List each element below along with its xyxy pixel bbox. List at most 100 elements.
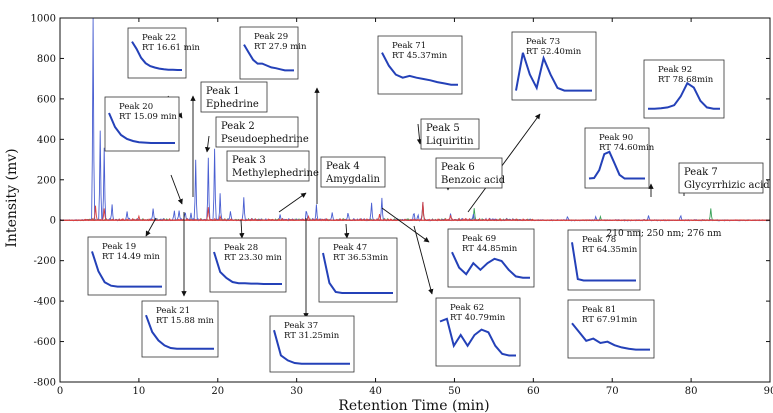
peak-inset-rt: RT 36.53min	[333, 253, 389, 263]
peak-inset-title: Peak 71	[392, 41, 426, 51]
compound-label-text: Peak 4	[326, 161, 360, 172]
y-tick-label: 0	[50, 216, 56, 227]
peak-inset-rt: RT 67.91min	[582, 315, 638, 325]
peak-inset-box	[567, 299, 655, 359]
peak-inset-title: Peak 73	[526, 37, 560, 47]
compound-label-text: Liquiritin	[426, 136, 474, 147]
compound-label-box	[215, 116, 299, 148]
compound-label-text: Peak 5	[426, 123, 460, 134]
x-tick-label: 80	[685, 386, 698, 397]
peak-inset-title: Peak 81	[582, 305, 616, 315]
peak-inset-box	[511, 31, 597, 101]
compound-label: Peak 3 Methylephedrine	[226, 150, 319, 182]
peak-inset-title: Peak 37	[284, 321, 318, 331]
peak-inset-trace	[515, 52, 592, 92]
peak-inset-rt: RT 15.88 min	[156, 316, 214, 326]
annotation-arrow	[170, 174, 183, 205]
compound-label-text: Peak 7	[684, 167, 718, 178]
y-tick-label: 800	[37, 54, 56, 65]
y-tick-label: 1000	[31, 14, 56, 25]
compound-label-text: Peak 6	[441, 162, 475, 173]
compound-label: Peak 5 Liquiritin	[420, 118, 480, 150]
peak-inset-trace	[273, 329, 350, 365]
compound-label-text: Peak 3	[232, 155, 266, 166]
peak-inset-trace	[439, 317, 516, 357]
peak-inset-box	[318, 237, 398, 303]
peak-inset-rt: RT 27.9 min	[254, 42, 307, 52]
x-tick-label: 90	[764, 386, 773, 397]
compound-label: Peak 7 Glycyrrhizic acid	[678, 162, 770, 194]
peak-inset-rt: RT 31.25min	[284, 331, 340, 341]
peak-inset-trace	[451, 251, 530, 279]
x-tick-label: 40	[369, 386, 382, 397]
peak-inset-trace	[588, 150, 645, 180]
peak-inset-rt: RT 52.40min	[526, 47, 582, 57]
peak-inset-title: Peak 28	[224, 243, 258, 253]
compound-label-box	[200, 81, 268, 113]
peak-inset-box	[141, 300, 219, 358]
chart-axes: 0 10 20 30 40 50 60 70 80 90 -800 -600 -400 -200 0 200 4…	[31, 14, 773, 398]
y-tick-label: 600	[37, 94, 56, 105]
peak-inset-rt: RT 40.79min	[450, 313, 506, 323]
y-tick-label: 200	[37, 175, 56, 186]
compound-label-box	[678, 162, 764, 194]
compound-label-box	[320, 156, 386, 188]
compound-label-text: Benzoic acid	[441, 175, 506, 186]
compound-label: Peak 1 Ephedrine	[200, 81, 268, 113]
annotation-arrow	[413, 225, 434, 295]
peak-inset-trace	[571, 242, 636, 282]
peak-inset-rt: RT 14.49 min	[102, 252, 160, 262]
compound-label: Peak 4 Amygdalin	[320, 156, 386, 188]
peak-inset-trace	[381, 52, 458, 86]
x-tick-label: 50	[448, 386, 461, 397]
x-tick-label: 20	[211, 386, 224, 397]
compound-label-text: Methylephedrine	[232, 168, 319, 179]
y-tick-label: -400	[34, 297, 56, 308]
x-tick-label: 0	[57, 386, 63, 397]
peak-inset-trace	[91, 251, 162, 288]
peak-inset-title: Peak 47	[333, 243, 367, 253]
x-tick-label: 10	[133, 386, 146, 397]
compound-label: Peak 6 Benzoic acid	[435, 157, 506, 189]
compound-label-text: Amygdalin	[325, 174, 381, 185]
annotation-arrow	[278, 192, 307, 213]
peak-inset-title: Peak 21	[156, 306, 190, 316]
peak-inset-trace	[243, 44, 294, 72]
x-tick-label: 30	[290, 386, 303, 397]
peak-inset-trace	[145, 314, 214, 350]
annotation-arrow	[145, 217, 157, 237]
peak-inset-trace	[648, 81, 720, 110]
peak-inset-title: Peak 20	[119, 102, 153, 112]
peak-inset-title: Peak 19	[102, 242, 136, 252]
plot-frame	[59, 17, 771, 383]
peak-inset-title: Peak 78	[582, 235, 616, 245]
y-axis-label: Intensity (mv)	[4, 148, 20, 247]
compound-label-text: Ephedrine	[206, 99, 259, 110]
y-tick-label: -600	[34, 337, 56, 348]
y-tick-label: -200	[34, 256, 56, 267]
peak-inset-rt: RT 23.30 min	[224, 253, 282, 263]
peak-inset-rt: RT 16.61 min	[142, 43, 200, 53]
y-tick-label: -800	[34, 378, 56, 389]
compound-label-text: Pseudoephedrine	[221, 134, 309, 145]
peak-inset-rt: RT 45.37min	[392, 51, 448, 61]
annotation-arrow	[204, 135, 211, 153]
compound-label-box	[226, 150, 310, 182]
peak-inset-rt: RT 15.09 min	[119, 112, 177, 122]
peak-inset-trace	[571, 322, 650, 351]
